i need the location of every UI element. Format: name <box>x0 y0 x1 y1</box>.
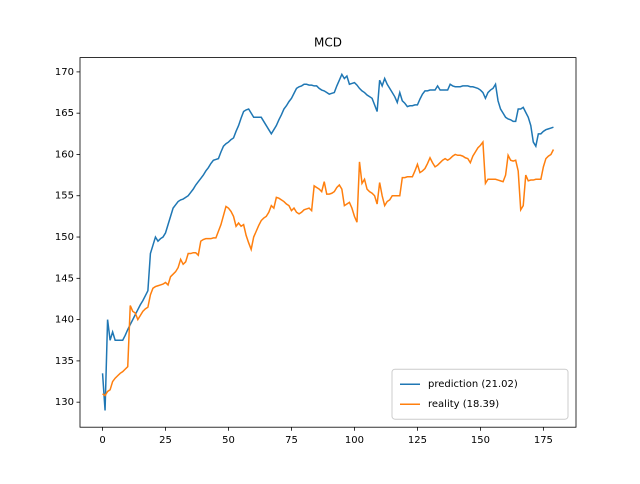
y-tick-label: 155 <box>55 191 74 202</box>
series-line <box>102 140 555 397</box>
x-tick-label: 125 <box>408 435 427 446</box>
legend: prediction (21.02) reality (18.39) <box>391 368 569 420</box>
x-tick-label: 75 <box>285 435 298 446</box>
y-tick-label: 140 <box>55 315 74 326</box>
legend-box <box>391 368 569 420</box>
legend-label: prediction (21.02) <box>428 379 518 390</box>
y-tick-label: 170 <box>55 67 74 78</box>
legend-label: reality (18.39) <box>428 399 499 410</box>
x-tick-label: 175 <box>534 435 553 446</box>
y-tick-label: 145 <box>55 273 74 284</box>
x-tick-label: 50 <box>222 435 235 446</box>
y-tick-label: 135 <box>55 356 74 367</box>
plot-frame <box>79 57 577 428</box>
y-tick-label: 160 <box>55 149 74 160</box>
y-tick-label: 130 <box>55 397 74 408</box>
x-tick-label: 150 <box>471 435 490 446</box>
x-tick-label: 0 <box>99 435 105 446</box>
y-tick-label: 165 <box>55 108 74 119</box>
x-tick-label: 25 <box>159 435 172 446</box>
x-tick-label: 100 <box>345 435 364 446</box>
y-tick-label: 150 <box>55 232 74 243</box>
series-line <box>101 72 554 411</box>
plot-area <box>80 57 576 428</box>
chart-title: MCD <box>314 36 342 50</box>
